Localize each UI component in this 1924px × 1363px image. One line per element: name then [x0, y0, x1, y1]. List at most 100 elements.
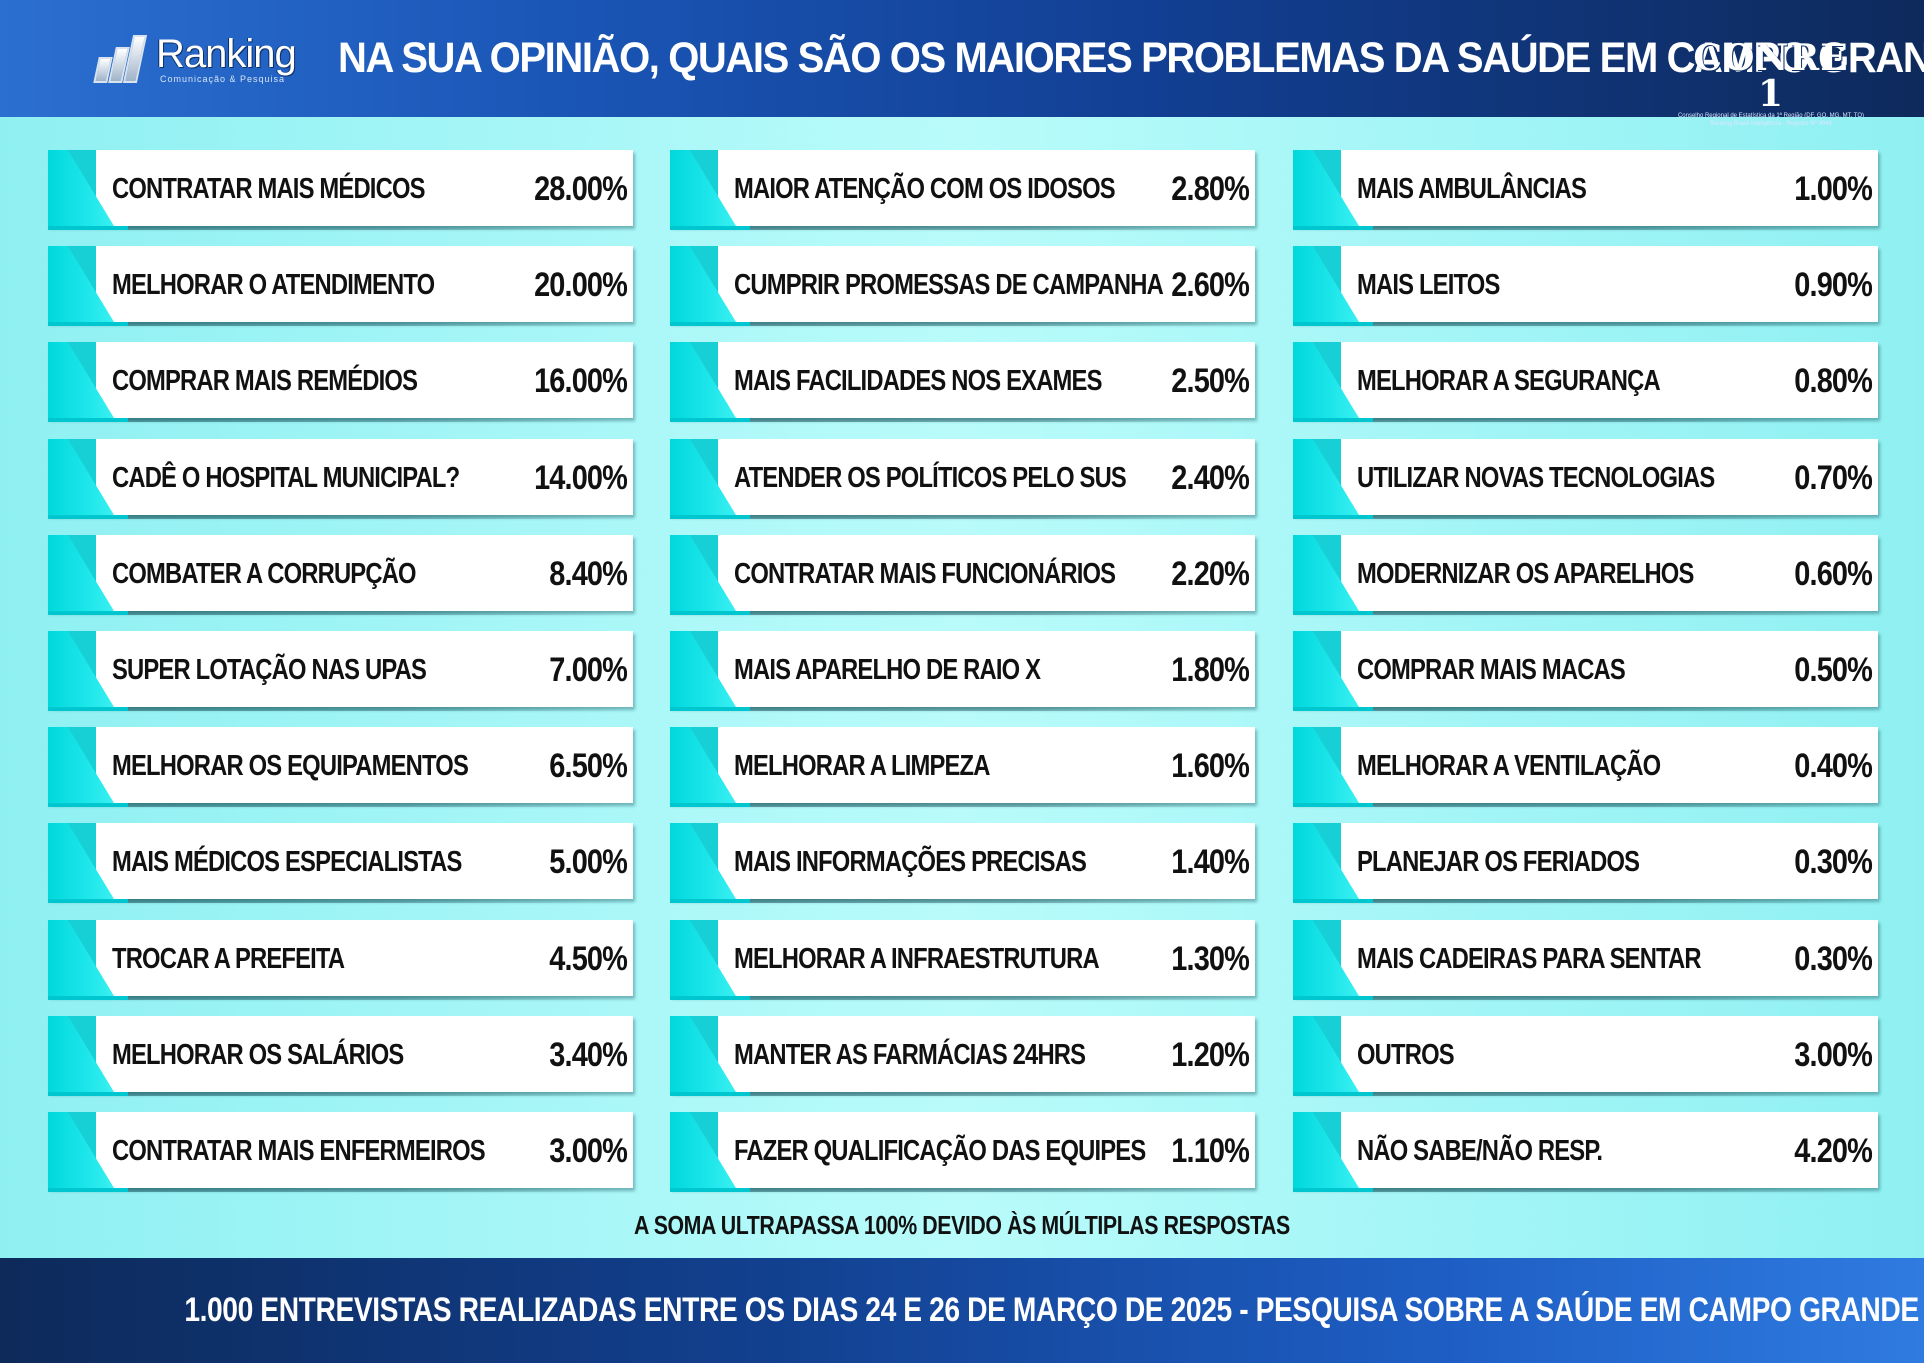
- card-accent-stub: [1293, 803, 1373, 807]
- result-value: 4.50%: [549, 940, 628, 978]
- result-card: MAIS AMBULÂNCIAS 1.00%: [1293, 150, 1878, 230]
- result-card: MAIS LEITOS 0.90%: [1293, 246, 1878, 326]
- result-label: NÃO SABE/NÃO RESP.: [1357, 1135, 1603, 1167]
- result-card: MELHORAR OS EQUIPAMENTOS 6.50%: [48, 727, 633, 807]
- card-background: [1293, 1112, 1878, 1188]
- result-value: 0.80%: [1794, 362, 1873, 400]
- result-label: MAIOR ATENÇÃO COM OS IDOSOS: [734, 173, 1116, 205]
- result-card: CONTRATAR MAIS MÉDICOS 28.00%: [48, 150, 633, 230]
- card-accent-stub: [48, 322, 128, 326]
- result-value: 0.70%: [1794, 459, 1873, 497]
- card-accent-stub: [670, 611, 750, 615]
- card-background: [1293, 535, 1878, 611]
- card-accent-stub: [670, 1092, 750, 1096]
- result-value: 0.50%: [1794, 651, 1873, 689]
- result-card: MELHORAR A INFRAESTRUTURA 1.30%: [670, 920, 1255, 1000]
- result-label: OUTROS: [1357, 1039, 1455, 1071]
- card-shadow: [52, 222, 632, 230]
- card-accent-stub: [48, 515, 128, 519]
- card-background: [48, 823, 633, 899]
- result-label: MELHORAR OS EQUIPAMENTOS: [112, 750, 469, 782]
- card-shadow: [674, 318, 1254, 326]
- footer-bar: 1.000 ENTREVISTAS REALIZADAS ENTRE OS DI…: [0, 1258, 1924, 1363]
- result-label: COMPRAR MAIS MACAS: [1357, 654, 1626, 686]
- result-card: TROCAR A PREFEITA 4.50%: [48, 920, 633, 1000]
- card-accent-stub: [1293, 322, 1373, 326]
- card-background: [670, 631, 1255, 707]
- card-accent-stub: [48, 996, 128, 1000]
- result-label: UTILIZAR NOVAS TECNOLOGIAS: [1357, 462, 1715, 494]
- card-background: [1293, 439, 1878, 515]
- result-value: 2.50%: [1171, 362, 1250, 400]
- card-accent-stub: [48, 1092, 128, 1096]
- card-accent-stub: [48, 418, 128, 422]
- card-shadow: [674, 414, 1254, 422]
- result-label: CONTRATAR MAIS FUNCIONÁRIOS: [734, 558, 1116, 590]
- result-label: MELHORAR A LIMPEZA: [734, 750, 990, 782]
- result-value: 0.40%: [1794, 747, 1873, 785]
- result-value: 0.60%: [1794, 555, 1873, 593]
- result-value: 1.30%: [1171, 940, 1250, 978]
- conre-logo: CONRE 1 Conselho Regional de Estatística…: [1676, 40, 1866, 127]
- result-label: MAIS CADEIRAS PARA SENTAR: [1357, 943, 1702, 975]
- result-label: CADÊ O HOSPITAL MUNICIPAL?: [112, 462, 460, 494]
- result-label: MELHORAR OS SALÁRIOS: [112, 1039, 404, 1071]
- card-accent-stub: [1293, 226, 1373, 230]
- card-background: [1293, 246, 1878, 322]
- results-grid: CONTRATAR MAIS MÉDICOS 28.00% MELHORAR O A…: [48, 150, 1878, 1200]
- result-card: MANTER AS FARMÁCIAS 24HRS 1.20%: [670, 1016, 1255, 1096]
- result-label: MODERNIZAR OS APARELHOS: [1357, 558, 1694, 590]
- card-accent-stub: [48, 1188, 128, 1192]
- card-shadow: [1297, 222, 1877, 230]
- result-label: SUPER LOTAÇÃO NAS UPAS: [112, 654, 427, 686]
- result-card: CONTRATAR MAIS FUNCIONÁRIOS 2.20%: [670, 535, 1255, 615]
- card-accent-stub: [1293, 1188, 1373, 1192]
- card-accent-stub: [1293, 611, 1373, 615]
- result-value: 4.20%: [1794, 1132, 1873, 1170]
- card-shadow: [674, 222, 1254, 230]
- result-card: PLANEJAR OS FERIADOS 0.30%: [1293, 823, 1878, 903]
- card-background: [48, 439, 633, 515]
- result-card: ATENDER OS POLÍTICOS PELO SUS 2.40%: [670, 439, 1255, 519]
- card-shadow: [674, 607, 1254, 615]
- card-shadow: [674, 511, 1254, 519]
- result-card: MELHORAR O ATENDIMENTO 20.00%: [48, 246, 633, 326]
- card-shadow: [52, 1184, 632, 1192]
- card-shadow: [52, 318, 632, 326]
- card-shadow: [674, 895, 1254, 903]
- card-background: [670, 439, 1255, 515]
- card-shadow: [674, 703, 1254, 711]
- result-card: MAIS MÉDICOS ESPECIALISTAS 5.00%: [48, 823, 633, 903]
- result-label: MAIS MÉDICOS ESPECIALISTAS: [112, 846, 462, 878]
- card-shadow: [1297, 318, 1877, 326]
- result-card: NÃO SABE/NÃO RESP. 4.20%: [1293, 1112, 1878, 1192]
- card-background: [670, 342, 1255, 418]
- result-label: CONTRATAR MAIS MÉDICOS: [112, 173, 425, 205]
- result-label: MANTER AS FARMÁCIAS 24HRS: [734, 1039, 1086, 1071]
- result-value: 7.00%: [549, 651, 628, 689]
- result-card: MAIS APARELHO DE RAIO X 1.80%: [670, 631, 1255, 711]
- card-shadow: [674, 992, 1254, 1000]
- card-shadow: [52, 1088, 632, 1096]
- page-title: NA SUA OPINIÃO, QUAIS SÃO OS MAIORES PRO…: [338, 34, 1924, 82]
- card-background: [1293, 150, 1878, 226]
- card-background: [48, 1112, 633, 1188]
- result-card: MELHORAR A VENTILAÇÃO 0.40%: [1293, 727, 1878, 807]
- card-accent-stub: [1293, 899, 1373, 903]
- card-background: [48, 631, 633, 707]
- logo-subtitle: Comunicação & Pesquisa: [160, 74, 286, 84]
- card-accent-stub: [1293, 515, 1373, 519]
- result-label: COMBATER A CORRUPÇÃO: [112, 558, 417, 590]
- result-value: 2.60%: [1171, 266, 1250, 304]
- card-background: [1293, 1016, 1878, 1092]
- result-value: 1.00%: [1794, 170, 1873, 208]
- card-accent-stub: [48, 899, 128, 903]
- card-accent-stub: [670, 707, 750, 711]
- conre-name: CONRE 1: [1693, 37, 1849, 115]
- card-shadow: [52, 414, 632, 422]
- card-accent-stub: [1293, 707, 1373, 711]
- card-background: [48, 920, 633, 996]
- card-shadow: [52, 511, 632, 519]
- card-background: [1293, 727, 1878, 803]
- result-label: MELHORAR A INFRAESTRUTURA: [734, 943, 1100, 975]
